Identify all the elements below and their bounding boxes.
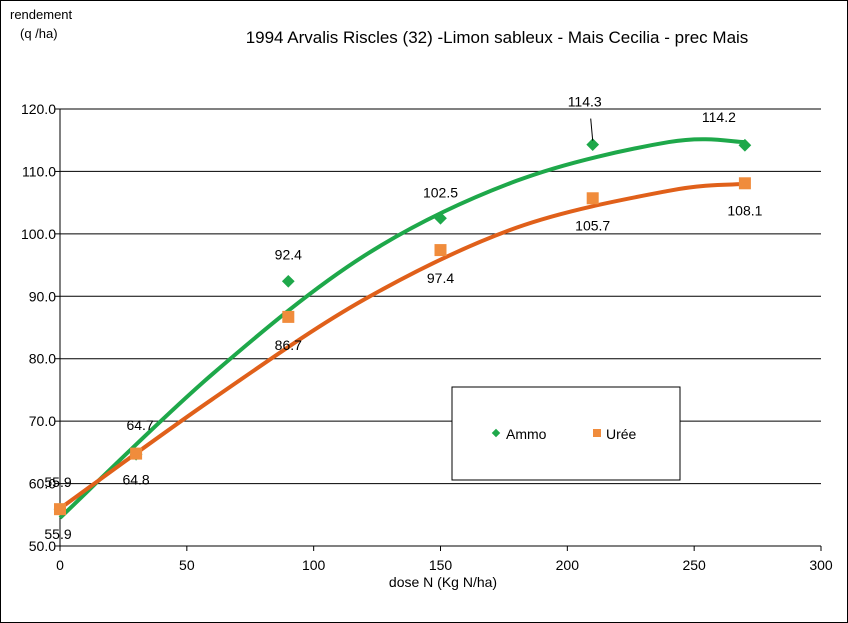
y-tick-label: 100.0 [21, 226, 56, 242]
data-label-ammo: 102.5 [423, 184, 458, 200]
y-tick-label: 110.0 [22, 163, 56, 179]
data-label-uree: 55.9 [44, 526, 71, 542]
y-tick-label: 60.0 [29, 476, 56, 492]
data-point-uree [434, 244, 447, 257]
y-axis-label-line2: (q /ha) [20, 26, 58, 41]
trend-lines [58, 137, 746, 520]
data-point-uree [54, 503, 66, 516]
trend-line-uree [58, 181, 746, 511]
data-label-uree: 64.8 [122, 472, 149, 488]
y-tick-label: 80.0 [29, 351, 56, 367]
data-point-uree [586, 192, 599, 205]
data-point-uree [282, 310, 295, 323]
x-axis-label: dose N (Kg N/ha) [389, 574, 497, 590]
data-label-uree: 105.7 [575, 217, 610, 233]
gridlines [60, 108, 821, 485]
y-axis-label-line1: rendement [10, 7, 73, 22]
y-tick-label: 70.0 [29, 413, 56, 429]
x-tick-label: 0 [56, 557, 64, 573]
data-label-ammo: 114.3 [568, 94, 602, 110]
data-label-uree: 97.4 [427, 270, 454, 286]
data-point-uree [130, 447, 143, 460]
data-labels: 55.9 64.7 92.4 102.5 114.3 114.2 55.9 64.8 86.7 9… [44, 94, 762, 543]
data-point-ammo [434, 211, 447, 225]
x-tick-label: 200 [556, 557, 580, 573]
x-tick-label: 250 [682, 557, 706, 573]
data-label-ammo: 114.2 [702, 109, 736, 125]
trend-line-ammo [58, 137, 745, 520]
axes: 50.0 60.0 70.0 80.0 90.0 100.0 110.0 120.0 0 50 10… [21, 101, 833, 573]
data-points [53, 138, 752, 516]
data-label-uree: 86.7 [275, 337, 302, 353]
data-point-ammo [281, 274, 295, 288]
legend-marker-uree [593, 429, 601, 437]
legend-box [451, 386, 681, 481]
y-tick-label: 120.0 [21, 101, 56, 117]
legend-label-uree: Urée [606, 426, 637, 442]
data-label-ammo: 64.7 [126, 417, 153, 433]
legend-label-ammo: Ammo [506, 426, 547, 442]
x-tick-label: 150 [429, 557, 453, 573]
chart-title: 1994 Arvalis Riscles (32) -Limon sableux… [246, 28, 749, 47]
y-tick-label: 90.0 [29, 288, 56, 304]
legend: Ammo Urée [451, 386, 681, 481]
y-tick-label: 50.0 [29, 538, 56, 554]
x-tick-label: 100 [302, 557, 326, 573]
x-tick-label: 300 [809, 557, 833, 573]
legend-marker-ammo [491, 428, 501, 438]
data-point-uree [738, 177, 751, 190]
x-tick-label: 50 [179, 557, 195, 573]
data-label-uree: 108.1 [727, 202, 762, 218]
label-leader-line [590, 118, 594, 141]
data-label-ammo: 55.9 [44, 474, 71, 490]
data-label-ammo: 92.4 [275, 246, 302, 262]
